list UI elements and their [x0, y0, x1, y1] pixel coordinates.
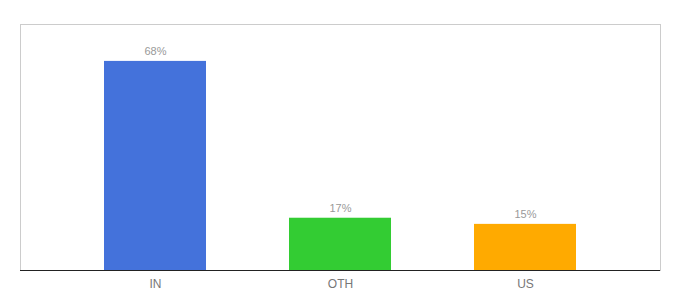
svg-text:68%: 68% [144, 45, 166, 57]
svg-text:15%: 15% [514, 208, 536, 220]
svg-text:IN: IN [150, 277, 162, 291]
svg-text:17%: 17% [329, 202, 351, 214]
svg-text:OTH: OTH [328, 277, 353, 291]
svg-text:US: US [517, 277, 534, 291]
